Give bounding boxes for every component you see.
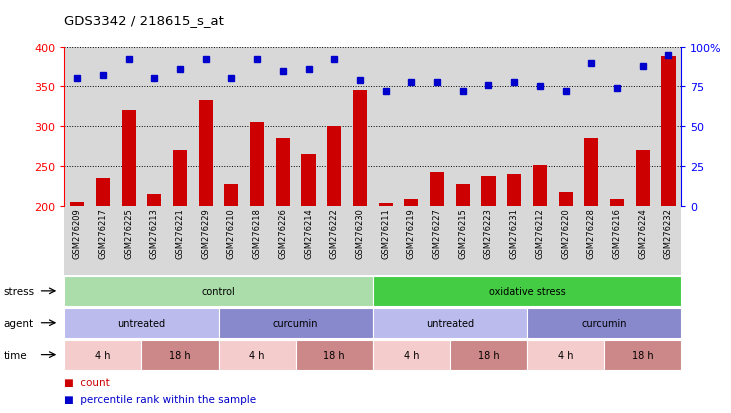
Text: control: control (202, 286, 235, 296)
Bar (276, 139, 290, 206)
Bar (353, 91, 367, 206)
Bar (173, 151, 187, 206)
Text: oxidative stress: oxidative stress (489, 286, 565, 296)
Bar (430, 172, 444, 206)
Bar (404, 199, 418, 206)
Text: 18 h: 18 h (323, 350, 345, 360)
Bar (455, 184, 470, 206)
Bar (533, 165, 547, 206)
Bar (558, 192, 572, 206)
Bar (327, 126, 341, 206)
Text: 4 h: 4 h (95, 350, 110, 360)
Bar (507, 175, 521, 206)
Bar (199, 101, 213, 206)
Bar (147, 195, 162, 206)
Bar (662, 57, 675, 206)
Text: 4 h: 4 h (404, 350, 419, 360)
Text: untreated: untreated (426, 318, 474, 328)
Text: curcumin: curcumin (273, 318, 319, 328)
Text: ■  count: ■ count (64, 377, 110, 387)
Bar (96, 179, 110, 206)
Text: untreated: untreated (118, 318, 165, 328)
Text: 4 h: 4 h (249, 350, 265, 360)
Text: time: time (4, 350, 27, 360)
Bar (121, 111, 136, 206)
Bar (584, 139, 599, 206)
Text: 4 h: 4 h (558, 350, 573, 360)
Bar (301, 155, 316, 206)
Text: 18 h: 18 h (477, 350, 499, 360)
Text: stress: stress (4, 286, 35, 296)
Bar (482, 176, 496, 206)
Bar (250, 123, 264, 206)
Text: 18 h: 18 h (169, 350, 191, 360)
Bar (636, 151, 650, 206)
Text: GDS3342 / 218615_s_at: GDS3342 / 218615_s_at (64, 14, 224, 27)
Text: curcumin: curcumin (581, 318, 627, 328)
Bar (224, 184, 238, 206)
Bar (70, 202, 84, 206)
Bar (379, 203, 393, 206)
Bar (610, 199, 624, 206)
Text: agent: agent (4, 318, 34, 328)
Text: ■  percentile rank within the sample: ■ percentile rank within the sample (64, 394, 257, 404)
Text: 18 h: 18 h (632, 350, 654, 360)
